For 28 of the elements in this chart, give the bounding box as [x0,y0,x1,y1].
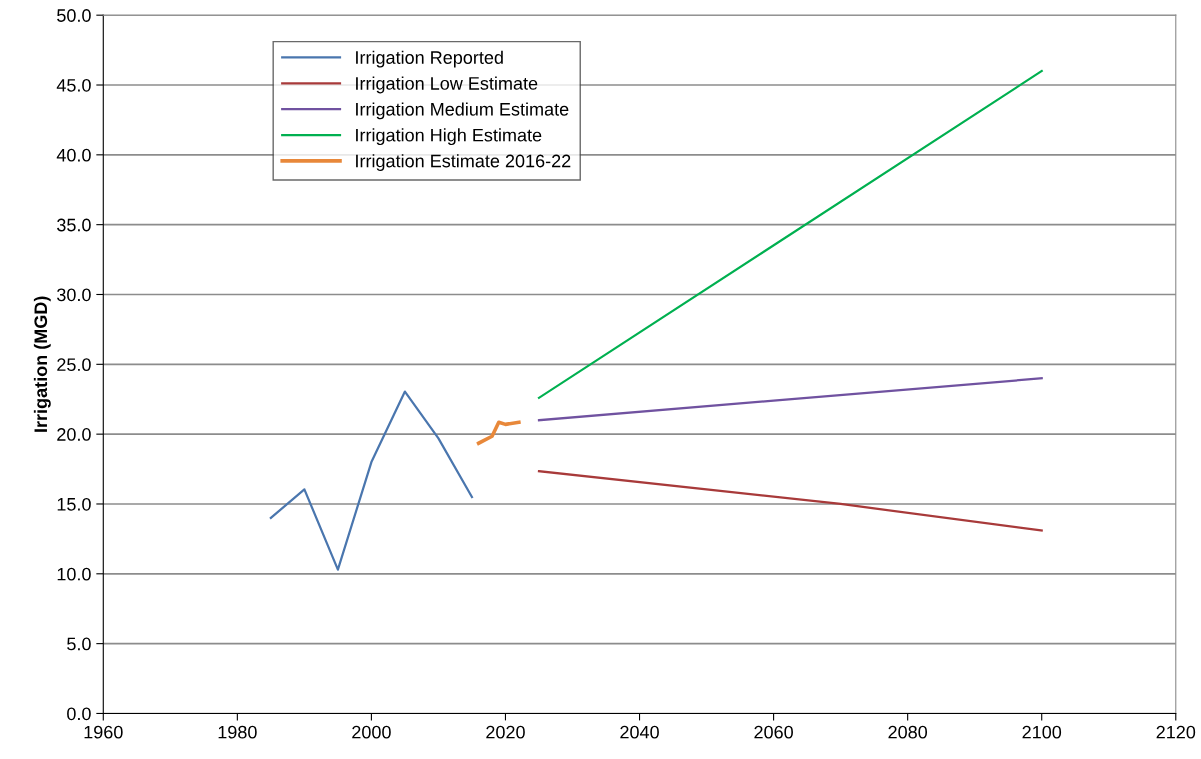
x-tick-label: 2100 [1022,725,1062,739]
x-tick-label: 2040 [620,725,659,739]
y-tick-label: 15.0 [57,497,91,511]
y-tick-label: 20.0 [57,428,91,441]
y-axis-title: Irrigation (MGD) [33,296,51,432]
x-tick-label: 2000 [352,725,391,739]
y-tick-label: 50.0 [57,9,91,22]
x-tick-label: 1960 [84,725,123,739]
line-series [476,420,521,446]
legend-label: Irrigation Low Estimate [356,76,538,94]
y-tick-label: 10.0 [57,567,91,581]
y-tick-label: 30.0 [57,288,91,302]
x-tick-label: 2080 [888,725,928,739]
x-tick-label: 2060 [754,725,793,739]
x-tick-label: 2020 [486,725,525,739]
legend-label: Irrigation Estimate 2016-22 [356,154,571,171]
x-tick-label: 2120 [1156,725,1196,739]
legend-label: Irrigation Medium Estimate [356,102,569,120]
x-tick-label: 1980 [218,725,257,739]
y-tick-label: 45.0 [56,78,91,92]
line-series [269,390,474,571]
y-tick-label: 25.0 [57,358,91,372]
y-tick-label: 5.0 [67,637,91,651]
y-tick-label: 35.0 [57,218,91,232]
legend-label: Irrigation High Estimate [356,128,542,146]
y-tick-label: 40.0 [56,148,91,162]
y-tick-label: 0.0 [67,707,91,721]
legend-label: Irrigation Reported [356,50,503,68]
